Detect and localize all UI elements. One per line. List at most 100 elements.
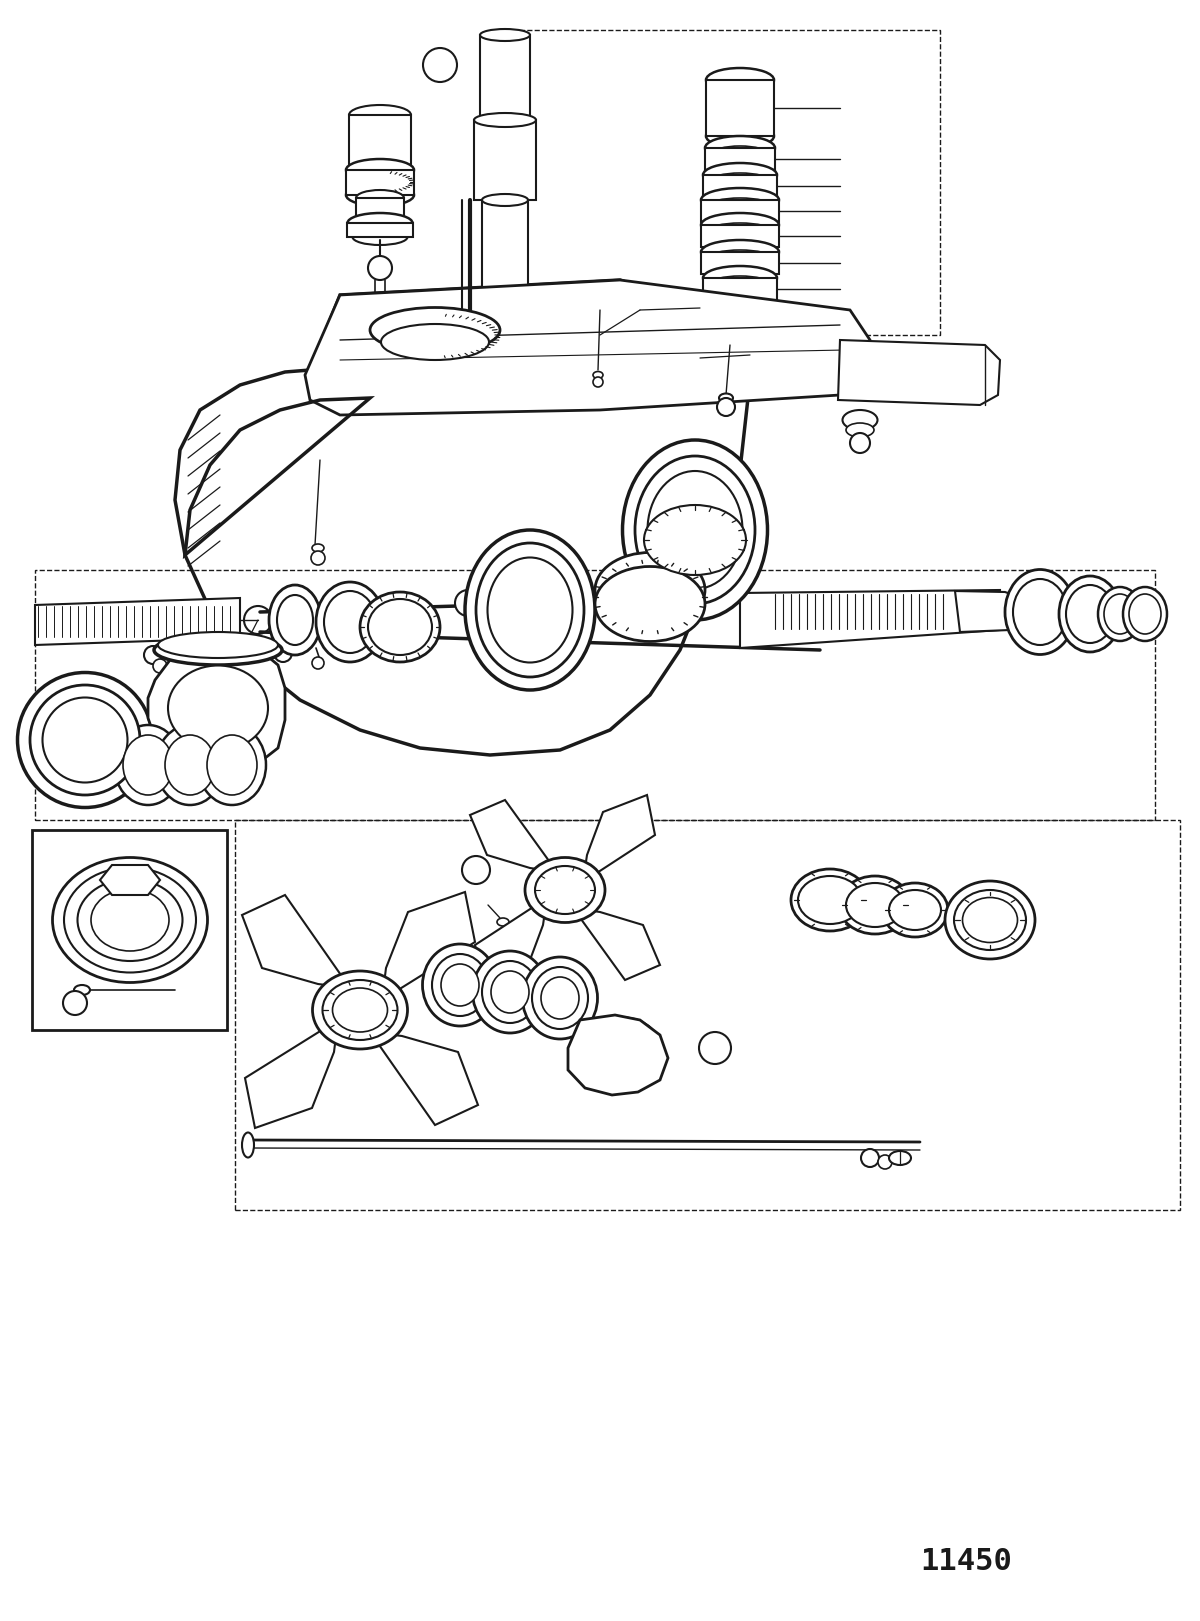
- Ellipse shape: [324, 592, 376, 653]
- Ellipse shape: [356, 190, 404, 206]
- Ellipse shape: [356, 212, 404, 229]
- Ellipse shape: [323, 981, 397, 1041]
- Ellipse shape: [846, 883, 904, 927]
- Ellipse shape: [242, 1133, 254, 1157]
- Bar: [480, 36, 530, 120]
- Ellipse shape: [346, 185, 414, 206]
- Polygon shape: [349, 115, 410, 167]
- Ellipse shape: [595, 566, 706, 642]
- Polygon shape: [470, 801, 557, 872]
- Ellipse shape: [1104, 593, 1136, 634]
- Ellipse shape: [710, 276, 770, 292]
- Polygon shape: [838, 340, 1000, 405]
- Ellipse shape: [91, 888, 169, 952]
- Ellipse shape: [842, 410, 877, 430]
- Ellipse shape: [466, 530, 595, 691]
- Ellipse shape: [497, 917, 509, 926]
- Polygon shape: [706, 148, 775, 170]
- Polygon shape: [475, 898, 547, 986]
- Ellipse shape: [124, 734, 173, 794]
- Ellipse shape: [64, 867, 196, 973]
- Ellipse shape: [889, 890, 941, 930]
- Circle shape: [274, 644, 292, 661]
- Polygon shape: [347, 224, 413, 237]
- Ellipse shape: [522, 956, 598, 1039]
- Ellipse shape: [442, 964, 479, 1007]
- Bar: [235, 820, 1180, 1209]
- Circle shape: [312, 657, 324, 669]
- Ellipse shape: [349, 157, 410, 177]
- Ellipse shape: [1123, 587, 1166, 640]
- Ellipse shape: [154, 635, 282, 665]
- Ellipse shape: [889, 1151, 911, 1165]
- Ellipse shape: [168, 666, 268, 751]
- Ellipse shape: [349, 105, 410, 125]
- Ellipse shape: [476, 543, 584, 678]
- Ellipse shape: [474, 113, 536, 126]
- Polygon shape: [100, 866, 160, 895]
- Ellipse shape: [346, 159, 414, 182]
- Ellipse shape: [526, 858, 605, 922]
- Circle shape: [862, 1149, 878, 1167]
- Ellipse shape: [1013, 579, 1067, 645]
- Polygon shape: [574, 908, 660, 981]
- Ellipse shape: [1066, 585, 1114, 644]
- Bar: [474, 120, 536, 199]
- Bar: [490, 31, 940, 336]
- Circle shape: [424, 49, 457, 83]
- Ellipse shape: [156, 725, 224, 806]
- Polygon shape: [305, 280, 870, 415]
- Circle shape: [311, 551, 325, 566]
- Polygon shape: [245, 1020, 338, 1128]
- Polygon shape: [740, 590, 1000, 648]
- Polygon shape: [955, 592, 1030, 632]
- Ellipse shape: [708, 198, 772, 214]
- Polygon shape: [382, 892, 475, 1000]
- Ellipse shape: [312, 971, 408, 1049]
- Ellipse shape: [595, 553, 706, 627]
- Ellipse shape: [480, 29, 530, 41]
- Ellipse shape: [1098, 587, 1142, 640]
- Polygon shape: [356, 198, 404, 220]
- Ellipse shape: [487, 558, 572, 663]
- Ellipse shape: [703, 266, 778, 290]
- Polygon shape: [370, 1033, 478, 1125]
- Ellipse shape: [74, 986, 90, 995]
- Polygon shape: [706, 79, 774, 136]
- Ellipse shape: [316, 582, 384, 661]
- Ellipse shape: [706, 68, 774, 92]
- Bar: [482, 199, 528, 295]
- Circle shape: [368, 256, 392, 280]
- Ellipse shape: [198, 725, 266, 806]
- Ellipse shape: [846, 423, 874, 438]
- Ellipse shape: [648, 472, 743, 588]
- Polygon shape: [701, 251, 779, 274]
- Ellipse shape: [482, 961, 538, 1023]
- Circle shape: [593, 378, 604, 387]
- Ellipse shape: [701, 212, 779, 237]
- Ellipse shape: [422, 943, 498, 1026]
- Ellipse shape: [954, 890, 1026, 950]
- Ellipse shape: [208, 734, 257, 794]
- Ellipse shape: [1060, 575, 1121, 652]
- Ellipse shape: [712, 146, 768, 162]
- Polygon shape: [35, 598, 240, 645]
- Polygon shape: [346, 170, 414, 195]
- Ellipse shape: [708, 250, 772, 266]
- Ellipse shape: [798, 875, 862, 924]
- Ellipse shape: [482, 195, 528, 206]
- Circle shape: [154, 660, 167, 673]
- Ellipse shape: [78, 879, 182, 961]
- Ellipse shape: [882, 883, 948, 937]
- Ellipse shape: [353, 229, 408, 245]
- Polygon shape: [42, 720, 68, 770]
- Bar: [32, 830, 227, 1029]
- Ellipse shape: [30, 686, 140, 794]
- Ellipse shape: [719, 394, 733, 402]
- Ellipse shape: [277, 595, 313, 645]
- Circle shape: [718, 399, 734, 417]
- Polygon shape: [583, 794, 655, 882]
- Ellipse shape: [473, 952, 547, 1033]
- Ellipse shape: [541, 977, 580, 1020]
- Ellipse shape: [839, 875, 911, 934]
